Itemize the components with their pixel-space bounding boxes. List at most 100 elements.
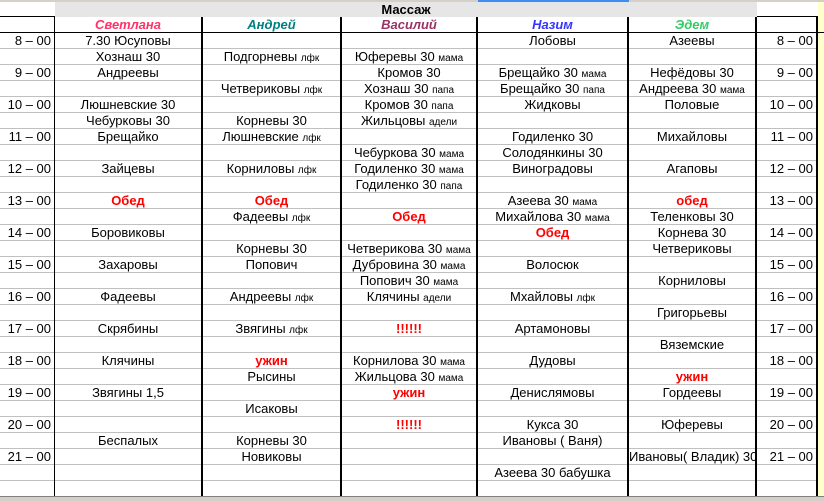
cell[interactable]	[818, 401, 824, 417]
appointment-cell[interactable]: Волосюк	[478, 257, 629, 273]
appointment-cell[interactable]	[342, 465, 478, 481]
time-cell-right[interactable]: 14 – 00	[757, 225, 818, 241]
time-cell[interactable]	[0, 433, 55, 449]
selected-column-header[interactable]	[478, 0, 629, 2]
appointment-cell[interactable]: Корнева 30	[629, 225, 757, 241]
time-cell-right[interactable]: 9 – 00	[757, 65, 818, 81]
appointment-cell[interactable]: Нефёдовы 30	[629, 65, 757, 81]
appointment-cell[interactable]: Половые	[629, 97, 757, 113]
time-cell[interactable]	[0, 369, 55, 385]
time-cell-right[interactable]	[757, 433, 818, 449]
cell[interactable]	[818, 369, 824, 385]
time-cell-right[interactable]	[757, 369, 818, 385]
cell[interactable]	[818, 65, 824, 81]
time-cell[interactable]: 10 – 00	[0, 97, 55, 113]
appointment-cell[interactable]	[55, 305, 203, 321]
appointment-cell[interactable]: Дубровина 30 мама	[342, 257, 478, 273]
appointment-cell[interactable]: Юферевы	[629, 417, 757, 433]
appointment-cell[interactable]	[629, 465, 757, 481]
time-cell[interactable]: 20 – 00	[0, 417, 55, 433]
appointment-cell[interactable]	[203, 97, 342, 113]
appointment-cell[interactable]: Брещайко	[55, 129, 203, 145]
appointment-cell[interactable]	[55, 465, 203, 481]
cell[interactable]	[818, 481, 824, 497]
appointment-cell[interactable]	[478, 305, 629, 321]
cell[interactable]	[818, 177, 824, 193]
time-cell[interactable]	[0, 401, 55, 417]
appointment-cell[interactable]: Захаровы	[55, 257, 203, 273]
cell[interactable]	[818, 241, 824, 257]
appointment-cell[interactable]	[203, 337, 342, 353]
sheet-title[interactable]: Массаж	[55, 2, 757, 17]
appointment-cell[interactable]	[342, 193, 478, 209]
time-cell[interactable]: 18 – 00	[0, 353, 55, 369]
time-cell-right[interactable]	[757, 113, 818, 129]
time-cell-right[interactable]	[757, 481, 818, 497]
appointment-cell[interactable]: Корневы 30	[203, 241, 342, 257]
cell[interactable]	[818, 417, 824, 433]
time-cell-right[interactable]: 18 – 00	[757, 353, 818, 369]
time-cell[interactable]	[0, 481, 55, 497]
time-cell-right[interactable]	[757, 337, 818, 353]
appointment-cell[interactable]	[55, 177, 203, 193]
appointment-cell[interactable]: Теленковы 30	[629, 209, 757, 225]
time-cell[interactable]	[0, 273, 55, 289]
appointment-cell[interactable]	[55, 241, 203, 257]
appointment-cell[interactable]	[342, 129, 478, 145]
appointment-cell[interactable]	[55, 145, 203, 161]
appointment-cell[interactable]	[203, 177, 342, 193]
time-cell-right[interactable]	[757, 241, 818, 257]
appointment-cell[interactable]: Обед	[55, 193, 203, 209]
appointment-cell[interactable]	[478, 241, 629, 257]
appointment-cell[interactable]: ужин	[342, 385, 478, 401]
time-cell[interactable]	[0, 209, 55, 225]
time-cell[interactable]: 19 – 00	[0, 385, 55, 401]
appointment-cell[interactable]: Фадеевы	[55, 289, 203, 305]
appointment-cell[interactable]: Четверикова 30 мама	[342, 241, 478, 257]
cell[interactable]	[757, 17, 818, 33]
time-cell-right[interactable]: 17 – 00	[757, 321, 818, 337]
appointment-cell[interactable]: Корневы 30	[203, 113, 342, 129]
appointment-cell[interactable]: Жильцова 30 мама	[342, 369, 478, 385]
appointment-cell[interactable]: Фадеевы лфк	[203, 209, 342, 225]
appointment-cell[interactable]	[629, 177, 757, 193]
cell[interactable]	[818, 129, 824, 145]
appointment-cell[interactable]: Четвериковы лфк	[203, 81, 342, 97]
time-cell[interactable]: 12 – 00	[0, 161, 55, 177]
appointment-cell[interactable]: Жильцовы адели	[342, 113, 478, 129]
appointment-cell[interactable]	[342, 433, 478, 449]
appointment-cell[interactable]: Андреевы	[55, 65, 203, 81]
appointment-cell[interactable]: Вяземские	[629, 337, 757, 353]
appointment-cell[interactable]	[629, 145, 757, 161]
appointment-cell[interactable]: Брещайко 30 папа	[478, 81, 629, 97]
time-cell-right[interactable]	[757, 465, 818, 481]
sheet-tabs-bar[interactable]	[0, 496, 824, 501]
time-cell-right[interactable]: 11 – 00	[757, 129, 818, 145]
appointment-cell[interactable]	[55, 209, 203, 225]
appointment-cell[interactable]	[203, 273, 342, 289]
time-cell-right[interactable]	[757, 177, 818, 193]
appointment-cell[interactable]	[203, 305, 342, 321]
appointment-cell[interactable]: Артамоновы	[478, 321, 629, 337]
appointment-cell[interactable]	[478, 401, 629, 417]
cell[interactable]	[818, 449, 824, 465]
appointment-cell[interactable]: Исаковы	[203, 401, 342, 417]
appointment-cell[interactable]	[342, 449, 478, 465]
appointment-cell[interactable]	[203, 225, 342, 241]
appointment-cell[interactable]: Лобовы	[478, 33, 629, 49]
masseur-name[interactable]: Светлана	[55, 17, 203, 33]
time-cell-right[interactable]	[757, 49, 818, 65]
appointment-cell[interactable]: Годиленко 30 мама	[342, 161, 478, 177]
appointment-cell[interactable]: Корниловы лфк	[203, 161, 342, 177]
appointment-cell[interactable]	[629, 49, 757, 65]
time-cell-right[interactable]	[757, 81, 818, 97]
time-cell-right[interactable]: 10 – 00	[757, 97, 818, 113]
cell[interactable]	[818, 2, 824, 17]
time-cell-right[interactable]	[757, 209, 818, 225]
time-cell-right[interactable]: 20 – 00	[757, 417, 818, 433]
appointment-cell[interactable]: !!!!!!	[342, 417, 478, 433]
appointment-cell[interactable]	[55, 81, 203, 97]
appointment-cell[interactable]: Чебурковы 30	[55, 113, 203, 129]
appointment-cell[interactable]	[629, 113, 757, 129]
appointment-cell[interactable]: Годиленко 30	[478, 129, 629, 145]
